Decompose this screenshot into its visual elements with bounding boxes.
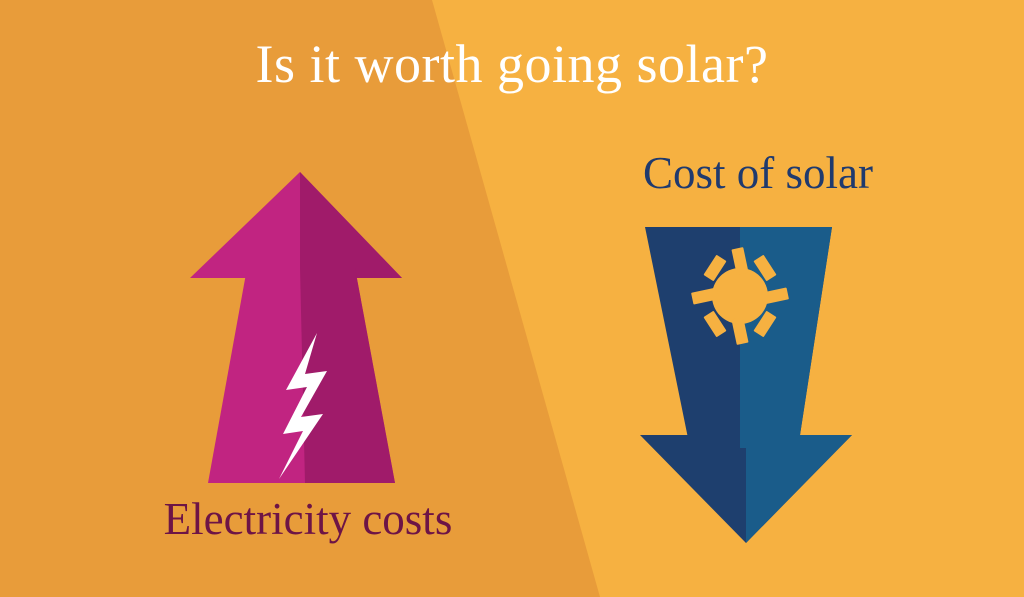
- sun-ray-sw: [703, 311, 727, 337]
- lightning-bolt-icon: [279, 333, 327, 479]
- sun-ray-nw: [703, 255, 727, 281]
- sun-ray-s: [731, 317, 749, 345]
- up-arrow-head-shade: [300, 172, 402, 278]
- down-arrow-head-shade: [746, 435, 852, 543]
- down-arrow-icon: [640, 227, 852, 543]
- sun-rays: [691, 247, 789, 345]
- sun-ray-w: [691, 287, 719, 305]
- sun-ray-se: [753, 311, 777, 337]
- up-arrow-icon: [190, 172, 402, 483]
- sun-core: [712, 268, 768, 324]
- sun-ray-n: [731, 247, 749, 275]
- sun-ray-ne: [753, 255, 777, 281]
- down-arrow-shaft-shade: [740, 227, 832, 448]
- sun-icon: [691, 247, 789, 345]
- sun-ray-e: [761, 287, 789, 305]
- up-arrow-shaft-shade: [300, 268, 395, 483]
